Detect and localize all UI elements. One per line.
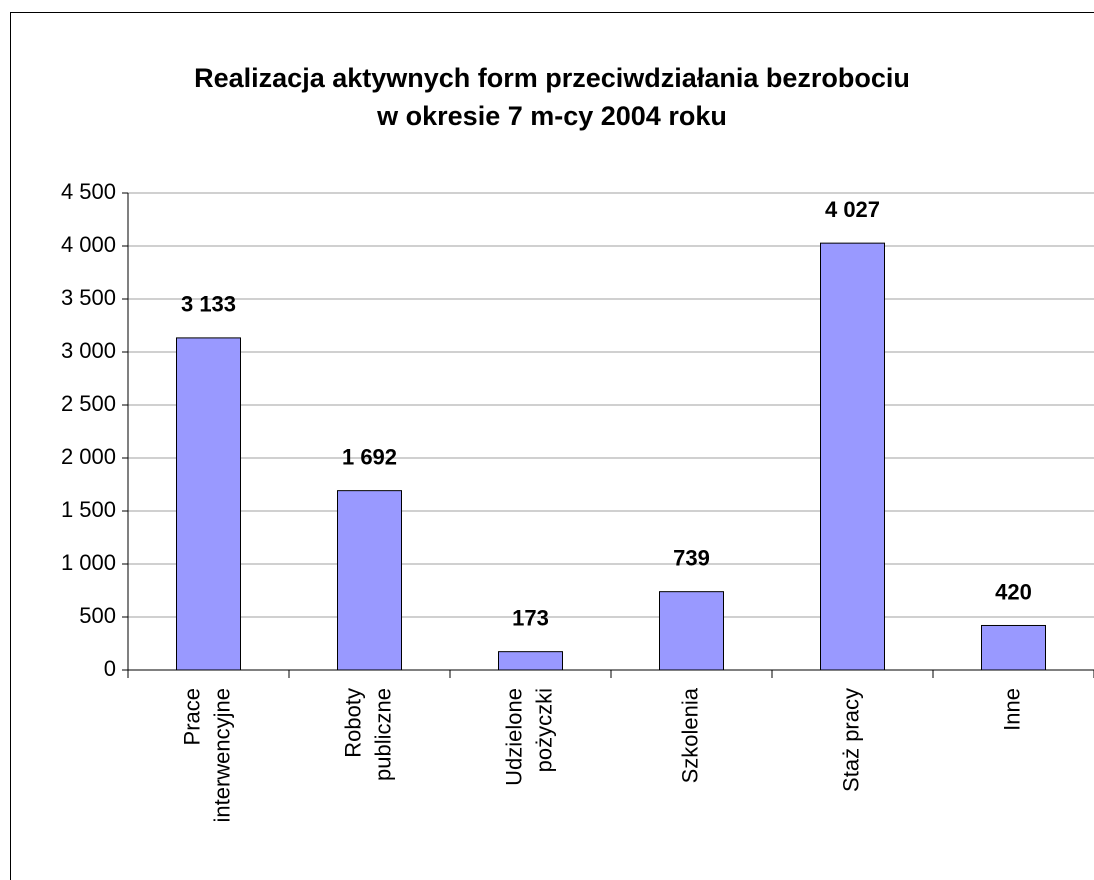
y-tick-label: 2 500 <box>61 391 116 416</box>
x-tick-label: Szkolenia <box>677 687 702 783</box>
y-tick-label: 4 000 <box>61 232 116 257</box>
y-tick-label: 3 000 <box>61 338 116 363</box>
y-tick-label: 4 500 <box>61 179 116 204</box>
data-label: 739 <box>673 545 710 570</box>
x-tick-label-line: Roboty <box>340 688 365 758</box>
bar <box>981 624 1046 671</box>
bar <box>498 651 563 671</box>
data-label: 4 027 <box>825 197 880 222</box>
x-tick-label: Staż pracy <box>838 688 863 792</box>
x-tick-label-line: Szkolenia <box>677 687 702 783</box>
x-tick-label-line: Udzielone <box>501 688 526 786</box>
x-tick-label-line: Prace <box>179 688 204 745</box>
x-tick-label-line: interwencyjne <box>209 688 234 823</box>
data-label: 420 <box>995 579 1032 604</box>
y-tick-label: 2 000 <box>61 444 116 469</box>
x-tick-label: Udzielone pożyczki <box>501 688 556 786</box>
x-tick-label: Inne <box>999 688 1024 731</box>
x-tick-label-line: Staż pracy <box>838 688 863 792</box>
x-tick-label-line: Inne <box>999 688 1024 731</box>
y-tick-label: 3 500 <box>61 285 116 310</box>
x-tick-label: Roboty publiczne <box>340 688 395 781</box>
y-tick-label: 500 <box>79 603 116 628</box>
chart-title: w okresie 7 m-cy 2004 roku <box>376 101 727 131</box>
y-tick-label: 1 000 <box>61 550 116 575</box>
bar <box>337 490 402 671</box>
bar <box>820 242 885 671</box>
x-tick-label-line: pożyczki <box>531 688 556 772</box>
bar <box>176 337 241 671</box>
y-tick-label: 1 500 <box>61 497 116 522</box>
data-label: 3 133 <box>181 292 236 317</box>
data-label: 1 692 <box>342 444 397 469</box>
x-tick-label-line: publiczne <box>370 688 395 781</box>
x-tick-label: Prace interwencyjne <box>179 688 234 823</box>
bar <box>659 591 724 671</box>
data-label: 173 <box>512 605 549 630</box>
y-tick-label: 0 <box>104 656 116 681</box>
chart-title: Realizacja aktywnych form przeciwdziałan… <box>194 63 910 93</box>
